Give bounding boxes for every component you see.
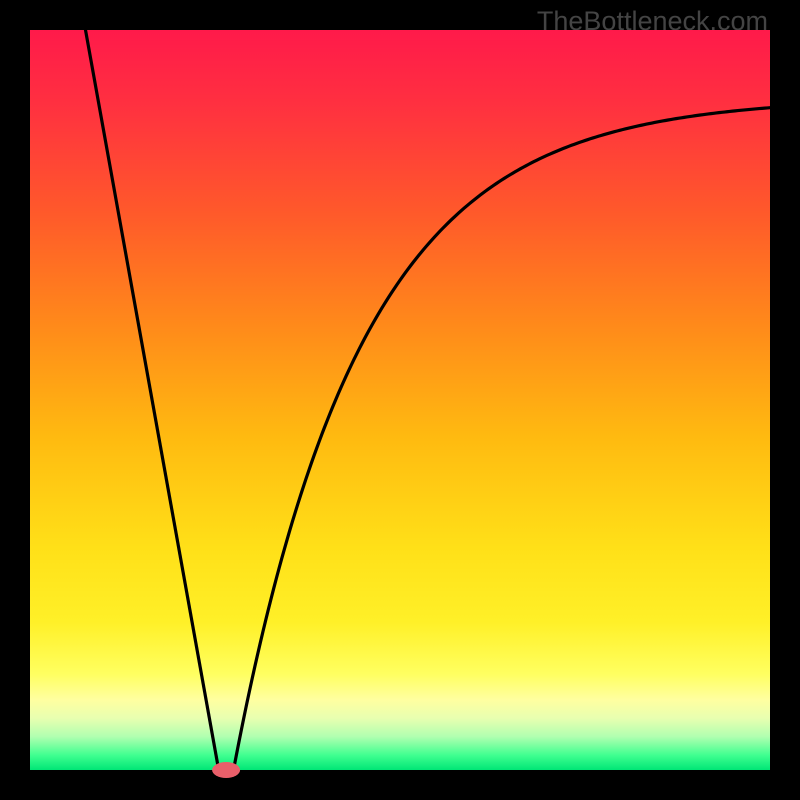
optimum-marker: [212, 762, 240, 778]
bottleneck-chart: [0, 0, 800, 800]
plot-background: [30, 30, 770, 770]
chart-frame: TheBottleneck.com: [0, 0, 800, 800]
